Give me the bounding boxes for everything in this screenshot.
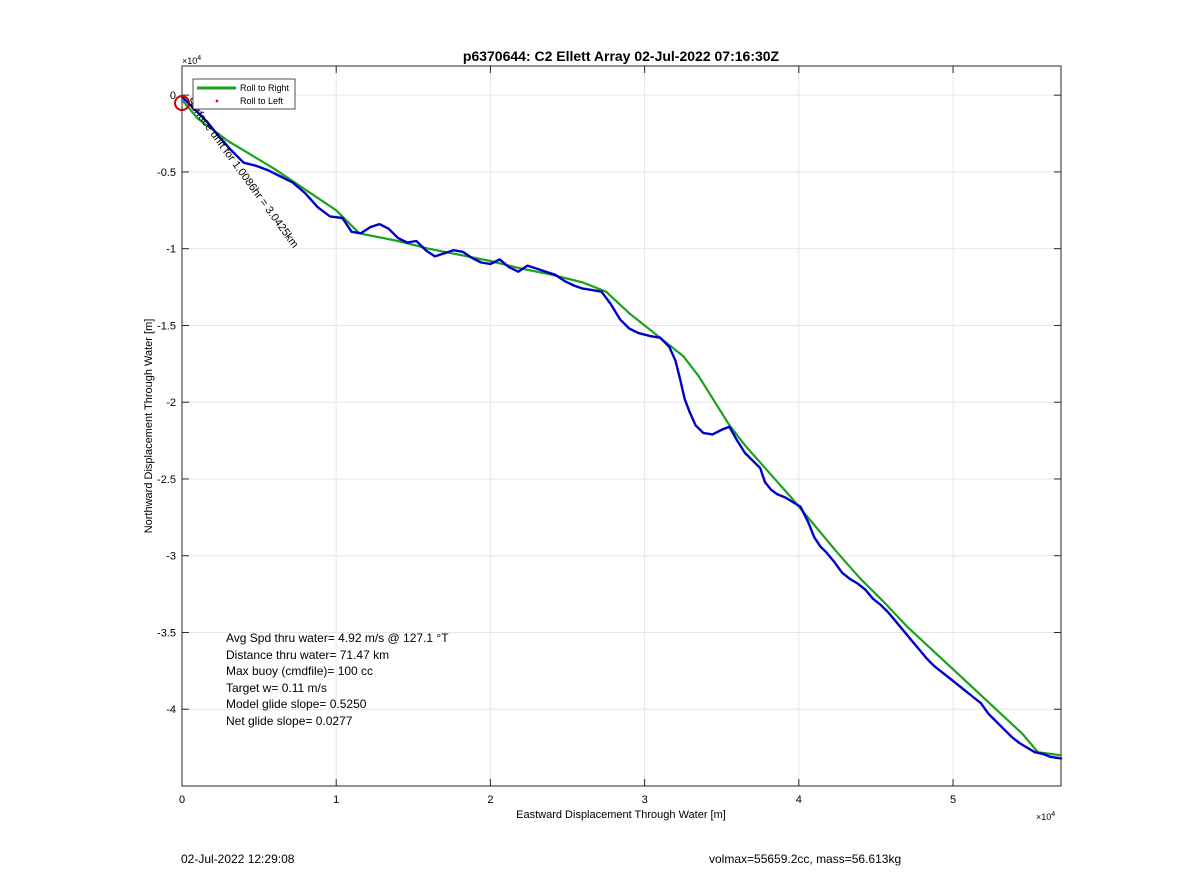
x-tick-label: 4 [796, 794, 802, 806]
x-tick-label: 3 [642, 794, 648, 806]
footer-timestamp: 02-Jul-2022 12:29:08 [181, 852, 295, 866]
x-tick-label: 1 [333, 794, 339, 806]
y-tick-label: -1.5 [157, 320, 176, 332]
stat-target-w: Target w= 0.11 m/s [226, 681, 327, 695]
x-tick-label: 0 [179, 794, 185, 806]
stat-net-glide: Net glide slope= 0.0277 [226, 714, 353, 728]
series-line-roll-to-right [180, 98, 1063, 757]
y-tick-label: -3 [166, 551, 176, 563]
y-tick-label: -3.5 [157, 627, 176, 639]
y-tick-label: -1 [166, 244, 176, 256]
stat-distance: Distance thru water= 71.47 km [226, 648, 389, 662]
data-series [180, 95, 1063, 760]
stat-model-glide: Model glide slope= 0.5250 [226, 697, 367, 711]
chart-title: p6370644: C2 Ellett Array 02-Jul-2022 07… [463, 48, 780, 64]
plot-area [181, 65, 1062, 787]
y-axis-label: Northward Displacement Through Water [m] [143, 319, 155, 534]
grid-lines [181, 66, 1061, 786]
y-tick-label: -0.5 [157, 167, 176, 179]
y-tick-label: -2.5 [157, 474, 176, 486]
legend-label-right: Roll to Right [240, 83, 290, 93]
y-exponent: ×104 [182, 55, 201, 66]
legend: Roll to Right Roll to Left [192, 78, 296, 110]
legend-box [192, 78, 296, 110]
stats-annotations: Avg Spd thru water= 4.92 m/s @ 127.1 °T … [226, 631, 449, 728]
x-axis-label: Eastward Displacement Through Water [m] [516, 809, 726, 821]
y-tick-label: 0 [170, 90, 176, 102]
stat-avg-speed: Avg Spd thru water= 4.92 m/s @ 127.1 °T [226, 631, 449, 645]
drift-annotation: Surface drift for 1.0086hr = 3.0425km [184, 96, 301, 251]
x-tick-label: 5 [950, 794, 956, 806]
series-line-track [180, 95, 1063, 760]
y-tick-label: -2 [166, 397, 176, 409]
x-tick-label: 2 [487, 794, 493, 806]
start-marker [174, 95, 190, 111]
y-tick-label: -4 [166, 704, 176, 716]
legend-swatch-left [215, 99, 219, 103]
axis-ticks: 0 1 2 3 4 5 0 -0.5 -1 -1.5 -2 -2.5 -3 -3.5 -4 [157, 66, 1061, 806]
stat-max-buoy: Max buoy (cmdfile)= 100 cc [226, 664, 373, 678]
x-exponent: ×104 [1036, 811, 1055, 822]
legend-label-left: Roll to Left [240, 96, 284, 106]
footer-volmax-mass: volmax=55659.2cc, mass=56.613kg [709, 852, 902, 866]
